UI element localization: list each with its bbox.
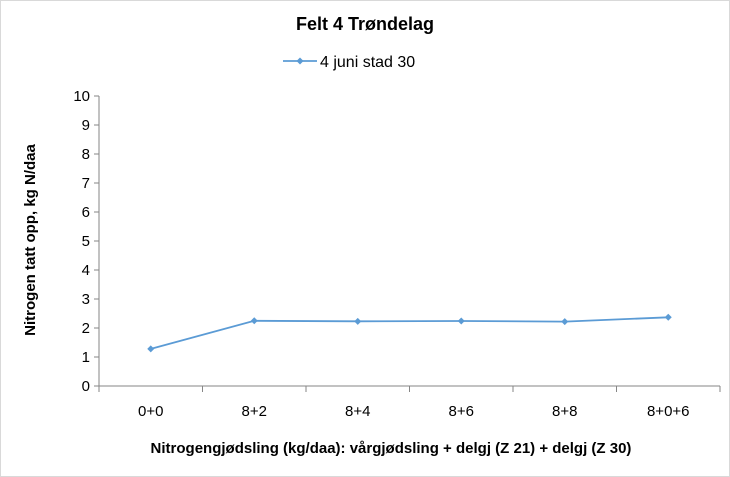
legend-marker [296,57,304,65]
y-axis-title: Nitrogen tatt opp, kg N/daa [22,144,39,336]
y-tick-label: 10 [73,88,90,105]
data-point [561,318,569,326]
x-tick-label: 8+4 [345,403,370,420]
data-point [457,317,465,325]
y-axis: 0 1 2 3 4 5 6 7 8 9 10 [73,88,100,395]
y-tick-label: 7 [82,175,90,192]
y-tick-label: 8 [82,146,90,163]
x-tick-label: 8+6 [449,403,474,420]
y-tick-label: 1 [82,349,90,366]
x-tick-label: 0+0 [138,403,163,420]
chart-title: Felt 4 Trøndelag [296,14,434,34]
legend: 4 juni stad 30 [283,54,415,71]
legend-label: 4 juni stad 30 [320,54,415,71]
x-tick-label: 8+0+6 [647,403,690,420]
data-point [664,313,672,321]
x-axis: 0+0 8+2 8+4 8+6 8+8 8+0+6 [98,385,721,420]
y-tick-label: 2 [82,320,90,337]
data-point [250,317,258,325]
x-axis-title: Nitrogengjødsling (kg/daa): vårgjødsling… [151,440,632,457]
y-tick-label: 0 [82,378,90,395]
y-tick-label: 5 [82,233,90,250]
y-tick-label: 4 [82,262,90,279]
series-4-juni-stad-30 [147,313,672,353]
x-tick-label: 8+8 [552,403,577,420]
series-line [150,316,669,350]
data-point [354,317,362,325]
y-tick-label: 9 [82,117,90,134]
y-tick-label: 3 [82,291,90,308]
data-point [147,345,155,353]
y-tick-label: 6 [82,204,90,221]
x-tick-label: 8+2 [242,403,267,420]
